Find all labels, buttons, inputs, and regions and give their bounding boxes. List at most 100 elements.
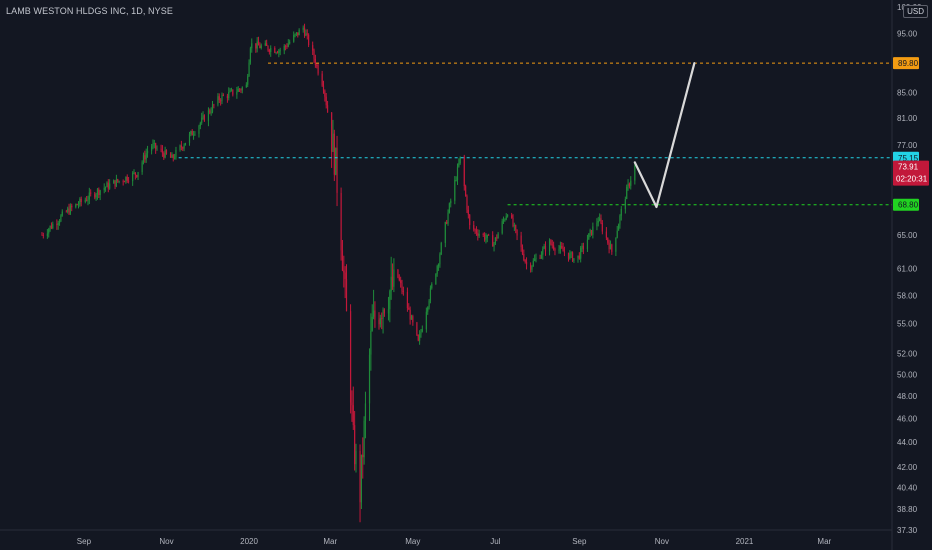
candle-body (506, 215, 509, 217)
candle-body (267, 45, 269, 51)
candle-body (483, 234, 486, 240)
candle-body (363, 420, 365, 458)
candle-body (274, 48, 276, 53)
candle-body (278, 50, 280, 54)
candle-body (220, 100, 222, 102)
candle-body (109, 183, 111, 189)
candle-body (349, 311, 352, 403)
candle-body (520, 235, 522, 248)
candle-body (152, 144, 154, 147)
candle-body (626, 186, 628, 200)
candle-body (496, 237, 498, 239)
candle-body (513, 225, 515, 226)
candle-body (562, 247, 564, 252)
candle-body (226, 95, 228, 99)
candle-body (389, 291, 391, 310)
candle-body (344, 272, 346, 279)
candle-body (117, 179, 119, 182)
candle-body (65, 211, 67, 213)
y-tick-label: 95.00 (897, 29, 918, 38)
candle-body (314, 58, 316, 65)
candle-body (257, 41, 260, 46)
candle-body (80, 198, 82, 203)
candle-body (94, 193, 96, 198)
candle-body (569, 253, 571, 259)
candle-body (113, 180, 115, 184)
candle-body (142, 155, 145, 163)
candle-body (155, 143, 157, 149)
candle-body (567, 252, 570, 259)
candle-body (46, 233, 48, 236)
candle-body (305, 33, 307, 36)
candle-body (144, 155, 146, 160)
candle-body (125, 176, 127, 182)
candle-body (397, 269, 399, 278)
candle-body (607, 237, 609, 243)
candle-body (232, 89, 234, 95)
level-price-tag (893, 57, 919, 70)
candle-body (75, 204, 77, 208)
candle-body (203, 115, 205, 122)
candle-body (191, 131, 193, 136)
y-tick-label: 38.80 (897, 505, 918, 514)
candle-body (230, 89, 233, 91)
candle-body (169, 153, 172, 158)
candle-body (202, 115, 204, 118)
candle-body (326, 105, 329, 113)
candle-body (368, 354, 371, 404)
projection-path (633, 62, 696, 209)
candle-body (597, 220, 599, 223)
candle-body (303, 27, 306, 36)
candle-body (87, 199, 89, 201)
candle-body (183, 145, 185, 149)
candle-body (264, 43, 266, 46)
candle-body (84, 199, 86, 203)
candle-body (56, 224, 58, 225)
candle-body (501, 221, 503, 234)
x-tick-label: Jul (490, 537, 500, 546)
candle-body (450, 200, 452, 204)
candle-body (608, 242, 610, 250)
candle-body (558, 249, 560, 251)
y-tick-label: 85.00 (897, 88, 918, 97)
candle-body (90, 192, 92, 194)
candle-body (57, 223, 59, 225)
candle-body (118, 180, 120, 182)
candle-body (493, 243, 495, 247)
candle-body (469, 214, 471, 226)
candle-body (417, 334, 419, 341)
candle-body (289, 41, 291, 44)
candle-body (343, 270, 345, 273)
candle-body (275, 52, 277, 54)
candle-body (502, 219, 505, 222)
candle-body (378, 319, 380, 325)
y-tick-label: 65.00 (897, 231, 918, 240)
candle-body (251, 43, 253, 49)
candle-body (588, 233, 590, 240)
candle-body (298, 29, 300, 36)
candle-body (589, 229, 591, 234)
candle-body (218, 96, 220, 101)
candle-body (431, 284, 433, 289)
y-tick-label: 81.00 (897, 114, 918, 123)
candle-body (416, 322, 418, 335)
currency-badge[interactable]: USD (903, 5, 928, 18)
candle-body (554, 248, 556, 251)
candle-body (534, 259, 536, 261)
candle-body (504, 219, 506, 221)
candle-body (180, 145, 182, 148)
candle-body (475, 229, 478, 234)
candle-body (465, 186, 467, 196)
candle-body (322, 85, 325, 91)
candle-body (447, 212, 449, 224)
x-tick-label: Nov (655, 537, 669, 546)
x-tick-label: Nov (159, 537, 173, 546)
candle-body (213, 104, 215, 106)
candle-body (324, 90, 326, 97)
candle-body (427, 307, 429, 312)
y-tick-label: 58.00 (897, 291, 918, 300)
candle-body (210, 111, 212, 113)
y-tick-label: 52.00 (897, 349, 918, 358)
candle-body (354, 425, 356, 465)
